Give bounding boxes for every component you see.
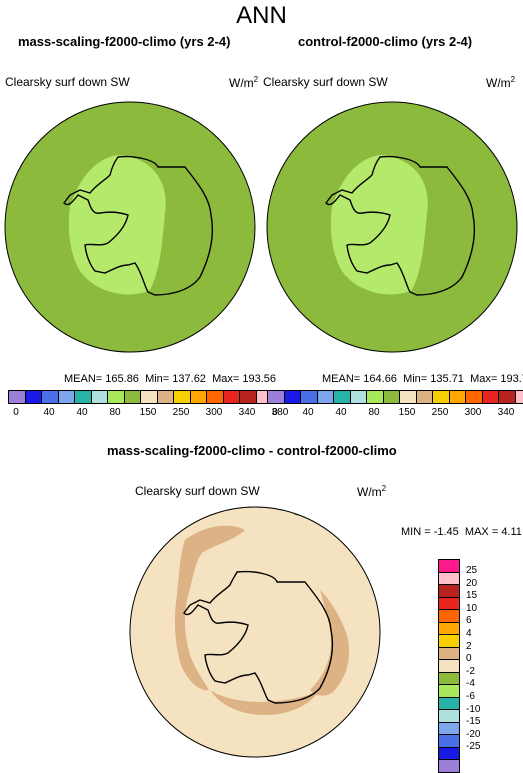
diff-colorbar-swatch — [439, 598, 459, 611]
right-panel-title: control-f2000-climo (yrs 2-4) — [298, 34, 472, 49]
colorbar-tick-label: 80 — [109, 407, 120, 418]
colorbar-tick-label: 340 — [239, 407, 256, 418]
colorbar-tick-label: 0 — [13, 407, 19, 418]
diff-panel-title: mass-scaling-f2000-climo - control-f2000… — [107, 443, 397, 458]
diff-colorbar-swatch — [439, 610, 459, 623]
colorbar-swatch — [92, 391, 109, 403]
diff-colorbar-tick-label: -25 — [466, 741, 480, 752]
colorbar-swatch — [433, 391, 450, 403]
colorbar-swatch — [318, 391, 335, 403]
right-variable-label: Clearsky surf down SW — [263, 75, 388, 89]
diff-colorbar-swatch — [439, 585, 459, 598]
diff-colorbar-swatch — [439, 748, 459, 761]
colorbar-tick-label: 150 — [399, 407, 416, 418]
diff-colorbar-tick-label: 10 — [466, 603, 477, 614]
colorbar-swatch — [59, 391, 76, 403]
colorbar-tick-label: 340 — [498, 407, 515, 418]
diff-colorbar-swatch — [439, 698, 459, 711]
diff-colorbar-tick-label: 15 — [466, 590, 477, 601]
colorbar-swatch — [351, 391, 368, 403]
colorbar-swatch — [450, 391, 467, 403]
colorbar-tick-label: 250 — [173, 407, 190, 418]
diff-colorbar-swatch — [439, 710, 459, 723]
diff-colorbar-tick-label: -6 — [466, 691, 475, 702]
diff-colorbar-swatch — [439, 635, 459, 648]
left-map — [0, 95, 262, 365]
colorbar-swatch — [417, 391, 434, 403]
colorbar-swatch — [174, 391, 191, 403]
colorbar-swatch — [384, 391, 401, 403]
diff-colorbar-tick-label: -15 — [466, 716, 480, 727]
colorbar-tick-label: 80 — [368, 407, 379, 418]
colorbar-swatch — [285, 391, 302, 403]
left-units-label: W/m2 — [229, 75, 258, 90]
diff-colorbar-tick-label: 6 — [466, 615, 472, 626]
colorbar-swatch — [224, 391, 241, 403]
diff-colorbar-swatch — [439, 673, 459, 686]
colorbar-swatch — [26, 391, 43, 403]
left-variable-label: Clearsky surf down SW — [5, 75, 130, 89]
colorbar-tick-label: 250 — [432, 407, 449, 418]
right-units-label: W/m2 — [486, 75, 515, 90]
diff-colorbar-swatch — [439, 660, 459, 673]
left-stats: MEAN= 165.86 Min= 137.62 Max= 193.56 — [64, 373, 276, 385]
colorbar-tick-label: 150 — [140, 407, 157, 418]
colorbar-swatch — [75, 391, 92, 403]
diff-colorbar-tick-label: -4 — [466, 678, 475, 689]
colorbar-tick-label: 300 — [465, 407, 482, 418]
colorbar-swatch — [108, 391, 125, 403]
diff-colorbar-swatch — [439, 623, 459, 636]
diff-map — [125, 500, 385, 762]
diff-colorbar-swatch — [439, 648, 459, 661]
left-panel-title: mass-scaling-f2000-climo (yrs 2-4) — [18, 34, 230, 49]
colorbar-swatch — [516, 391, 523, 403]
diff-colorbar-tick-label: 2 — [466, 641, 472, 652]
colorbar-swatch — [141, 391, 158, 403]
diff-colorbar-tick-label: 25 — [466, 565, 477, 576]
diff-colorbar-tick-label: 4 — [466, 628, 472, 639]
colorbar-swatch — [191, 391, 208, 403]
colorbar-swatch — [499, 391, 516, 403]
colorbar-swatch — [207, 391, 224, 403]
colorbar-swatch — [301, 391, 318, 403]
colorbar-swatch — [158, 391, 175, 403]
diff-colorbar-swatch — [439, 723, 459, 736]
left-colorbar — [8, 390, 290, 404]
right-colorbar — [267, 390, 523, 404]
diff-colorbar-tick-label: -10 — [466, 704, 480, 715]
diff-colorbar-tick-label: 20 — [466, 578, 477, 589]
diff-units-label: W/m2 — [357, 484, 386, 499]
diff-colorbar-tick-label: -20 — [466, 729, 480, 740]
right-map — [262, 95, 523, 365]
colorbar-swatch — [42, 391, 59, 403]
figure-title: ANN — [0, 2, 523, 30]
diff-colorbar-tick-label: -2 — [466, 666, 475, 677]
colorbar-tick-label: 300 — [206, 407, 223, 418]
colorbar-swatch — [125, 391, 142, 403]
colorbar-swatch — [466, 391, 483, 403]
diff-variable-label: Clearsky surf down SW — [135, 484, 260, 498]
colorbar-swatch — [400, 391, 417, 403]
colorbar-tick-label: 40 — [43, 407, 54, 418]
colorbar-swatch — [240, 391, 257, 403]
diff-minmax: MIN = -1.45 MAX = 4.11 — [401, 526, 522, 538]
colorbar-tick-label: 40 — [335, 407, 346, 418]
colorbar-swatch — [483, 391, 500, 403]
colorbar-swatch — [367, 391, 384, 403]
colorbar-tick-label: 40 — [76, 407, 87, 418]
diff-colorbar-swatch — [439, 685, 459, 698]
colorbar-swatch — [9, 391, 26, 403]
colorbar-swatch — [268, 391, 285, 403]
diff-colorbar-tick-label: 0 — [466, 653, 472, 664]
colorbar-tick-label: 40 — [302, 407, 313, 418]
colorbar-tick-label: 0 — [272, 407, 278, 418]
diff-colorbar-swatch — [439, 573, 459, 586]
diff-colorbar-swatch — [439, 560, 459, 573]
right-stats: MEAN= 164.66 Min= 135.71 Max= 193.75 — [322, 373, 523, 385]
diff-colorbar-swatch — [439, 735, 459, 748]
diff-colorbar — [438, 559, 460, 773]
colorbar-swatch — [334, 391, 351, 403]
